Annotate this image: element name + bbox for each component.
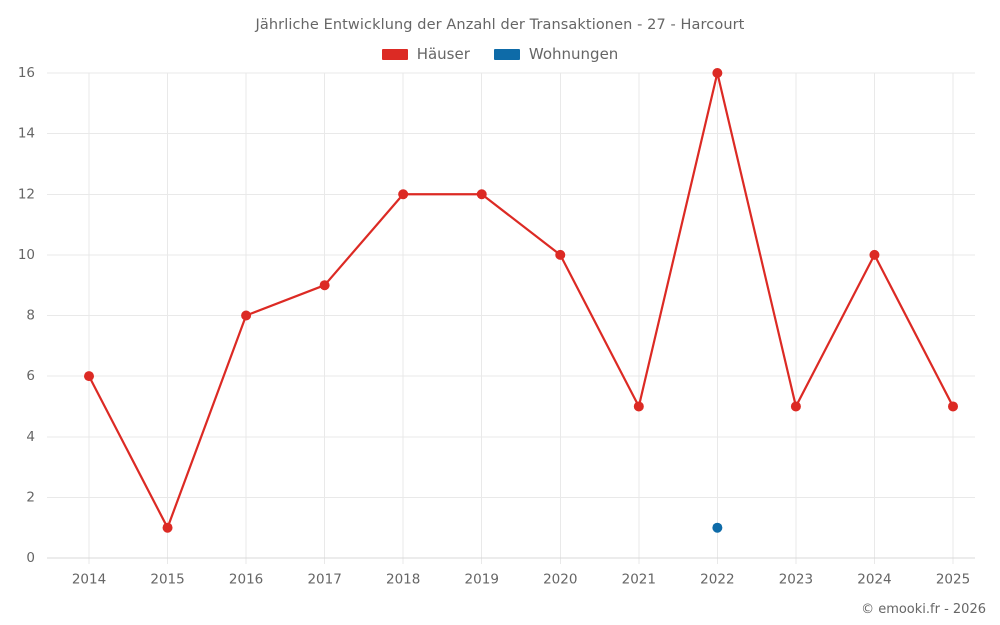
chart-legend: Häuser Wohnungen <box>0 45 1000 63</box>
legend-label-hauser: Häuser <box>416 45 470 63</box>
data-point-häuser-2014[interactable] <box>84 371 94 382</box>
y-tick-label: 2 <box>26 489 35 505</box>
y-tick-label: 14 <box>18 126 35 142</box>
legend-swatch-wohnungen <box>493 48 520 60</box>
y-tick-label: 4 <box>26 429 35 445</box>
legend-item-hauser[interactable]: Häuser <box>381 45 470 63</box>
data-point-häuser-2017[interactable] <box>319 280 330 291</box>
legend-swatch-hauser <box>381 48 408 60</box>
x-tick-label: 2023 <box>779 572 813 588</box>
y-tick-label: 10 <box>18 247 35 263</box>
x-tick-label: 2022 <box>700 572 734 588</box>
data-point-häuser-2016[interactable] <box>241 310 252 321</box>
data-point-häuser-2024[interactable] <box>869 249 880 260</box>
x-tick-label: 2017 <box>307 572 341 588</box>
x-tick-label: 2018 <box>386 572 420 588</box>
legend-label-wohnungen: Wohnungen <box>528 45 619 63</box>
data-point-häuser-2025[interactable] <box>948 401 958 412</box>
data-point-häuser-2021[interactable] <box>633 401 644 412</box>
x-tick-label: 2021 <box>622 572 656 588</box>
y-tick-label: 6 <box>26 368 35 384</box>
x-tick-label: 2019 <box>465 572 499 588</box>
x-tick-label: 2016 <box>229 572 263 588</box>
footer-credit: © emooki.fr - 2026 <box>861 602 986 617</box>
y-tick-label: 12 <box>18 186 35 202</box>
y-tick-label: 8 <box>26 308 35 324</box>
data-point-häuser-2020[interactable] <box>555 249 566 260</box>
x-tick-label: 2020 <box>543 572 577 588</box>
series-line-häuser <box>87 71 955 529</box>
chart-title: Jährliche Entwicklung der Anzahl der Tra… <box>255 17 745 33</box>
data-point-häuser-2023[interactable] <box>790 401 801 412</box>
x-tick-label: 2024 <box>857 572 891 588</box>
data-point-häuser-2019[interactable] <box>476 189 487 200</box>
x-tick-label: 2014 <box>72 572 106 588</box>
data-point-wohnungen-2022[interactable] <box>712 522 723 533</box>
y-tick-label: 16 <box>18 65 35 81</box>
x-tick-label: 2025 <box>936 572 970 588</box>
legend-item-wohnungen[interactable]: Wohnungen <box>493 45 619 63</box>
y-tick-label: 0 <box>26 550 35 566</box>
data-point-häuser-2015[interactable] <box>162 522 173 533</box>
data-point-häuser-2018[interactable] <box>398 189 409 200</box>
data-point-häuser-2022[interactable] <box>712 68 723 78</box>
x-tick-label: 2015 <box>150 572 184 588</box>
